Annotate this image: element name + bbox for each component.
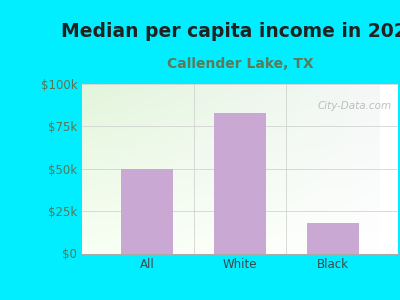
Text: Callender Lake, TX: Callender Lake, TX: [167, 58, 313, 71]
Bar: [307, 223, 358, 254]
Text: Median per capita income in 2022: Median per capita income in 2022: [61, 22, 400, 41]
Text: City-Data.com: City-Data.com: [318, 101, 392, 111]
Bar: [214, 113, 266, 254]
Bar: [122, 169, 173, 254]
